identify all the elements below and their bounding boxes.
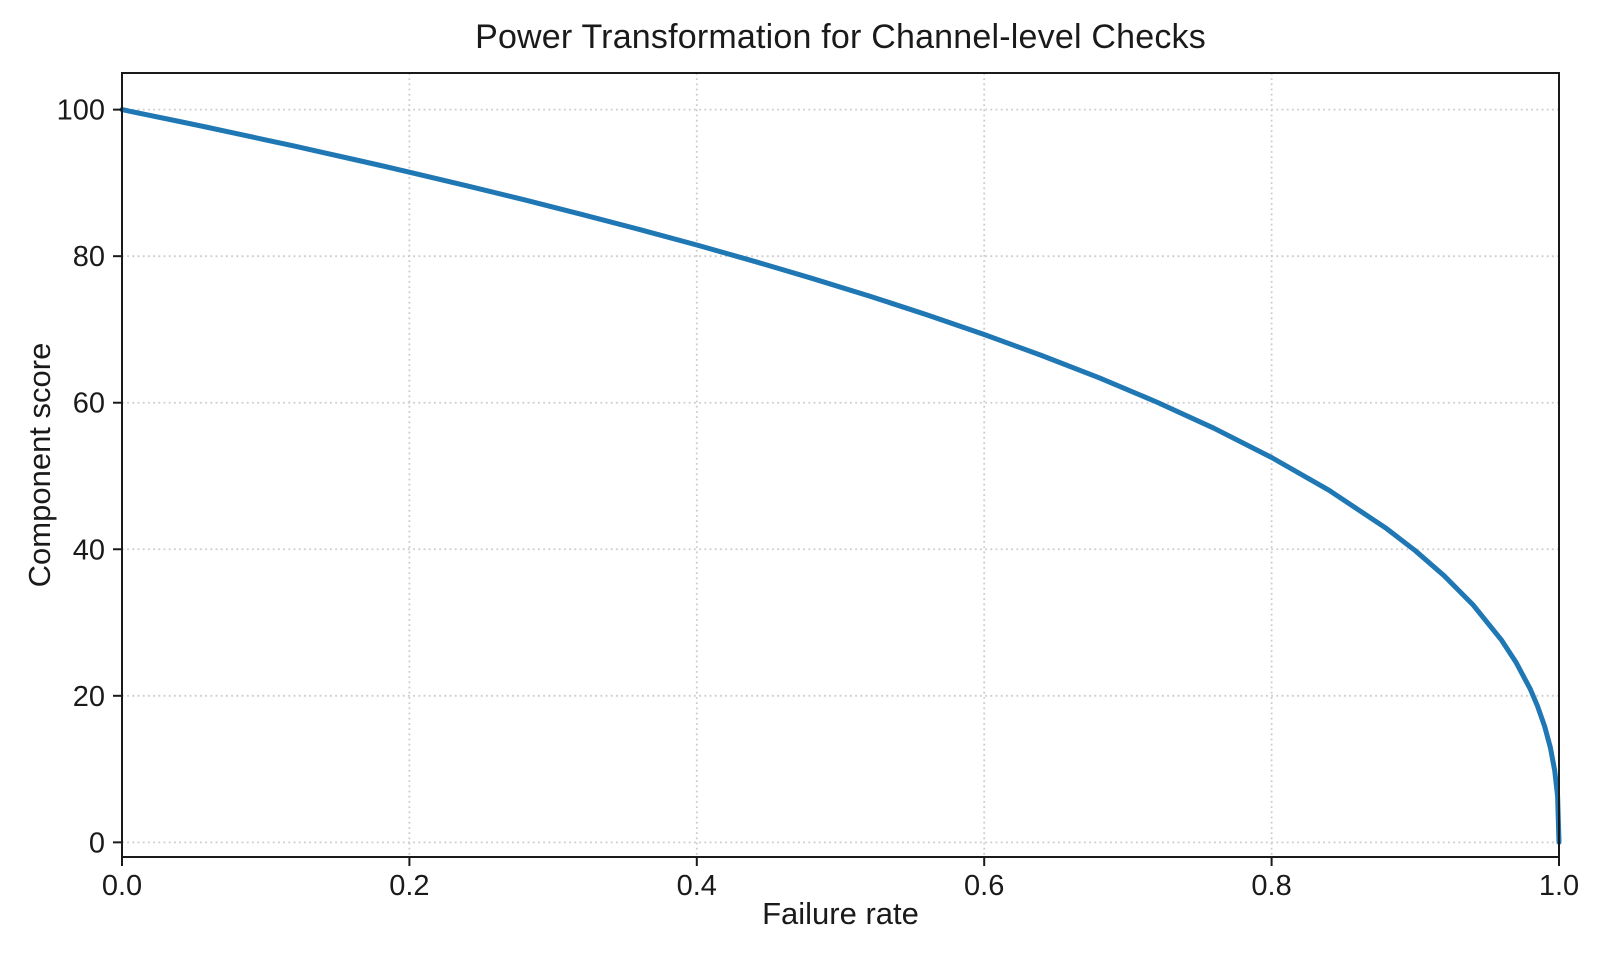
- series-line-component-score: [119, 107, 1562, 845]
- x-tick-label: 0.2: [389, 870, 429, 902]
- x-tick-label: 0.0: [102, 870, 142, 902]
- x-axis-label: Failure rate: [762, 896, 919, 931]
- x-tick-label: 0.8: [1251, 870, 1291, 902]
- y-tick-label: 60: [73, 388, 105, 420]
- axes-spines: [121, 72, 1560, 858]
- y-tick-label: 40: [73, 534, 105, 566]
- x-tick-label: 0.4: [677, 870, 717, 902]
- y-tick-label: 0: [89, 827, 105, 859]
- x-tick-label: 0.6: [964, 870, 1004, 902]
- y-tick-label: 20: [73, 681, 105, 713]
- x-tick-label: 1.0: [1539, 870, 1579, 902]
- chart-title: Power Transformation for Channel-level C…: [475, 18, 1206, 56]
- y-tick-label: 80: [73, 241, 105, 273]
- y-tick-label: 100: [57, 95, 105, 127]
- y-axis-label: Component score: [22, 342, 57, 588]
